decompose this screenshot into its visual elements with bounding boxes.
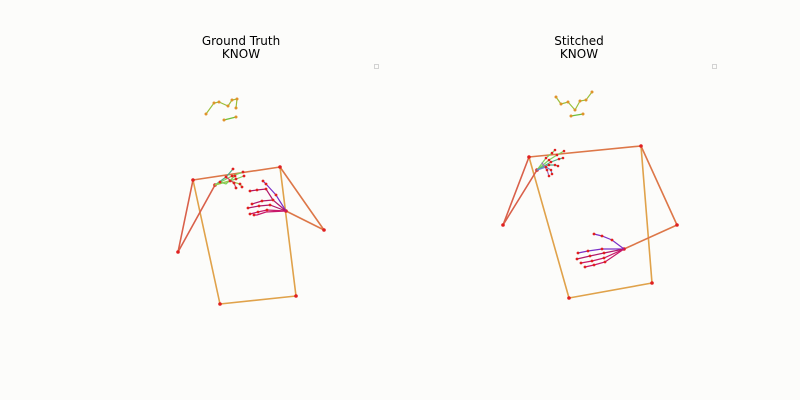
legend-marker bbox=[712, 64, 717, 69]
right-hand-keypoints bbox=[246, 179, 287, 217]
legend-marker bbox=[374, 64, 379, 69]
left-hand-keypoints bbox=[536, 148, 566, 178]
ground-truth-panel: Ground Truth KNOW bbox=[176, 34, 379, 306]
face-keypoints bbox=[204, 97, 239, 122]
body-skeleton bbox=[501, 144, 679, 300]
left-hand-keypoints bbox=[214, 167, 246, 190]
stitched-title: Stitched bbox=[554, 34, 604, 48]
face-keypoints bbox=[554, 90, 594, 118]
stitched-subtitle: KNOW bbox=[560, 47, 598, 61]
ground-truth-title: Ground Truth bbox=[202, 34, 280, 48]
ground-truth-subtitle: KNOW bbox=[222, 47, 260, 61]
stitched-panel: Stitched KNOW bbox=[501, 34, 717, 300]
right-hand-keypoints bbox=[575, 232, 625, 269]
body-skeleton bbox=[176, 165, 326, 306]
